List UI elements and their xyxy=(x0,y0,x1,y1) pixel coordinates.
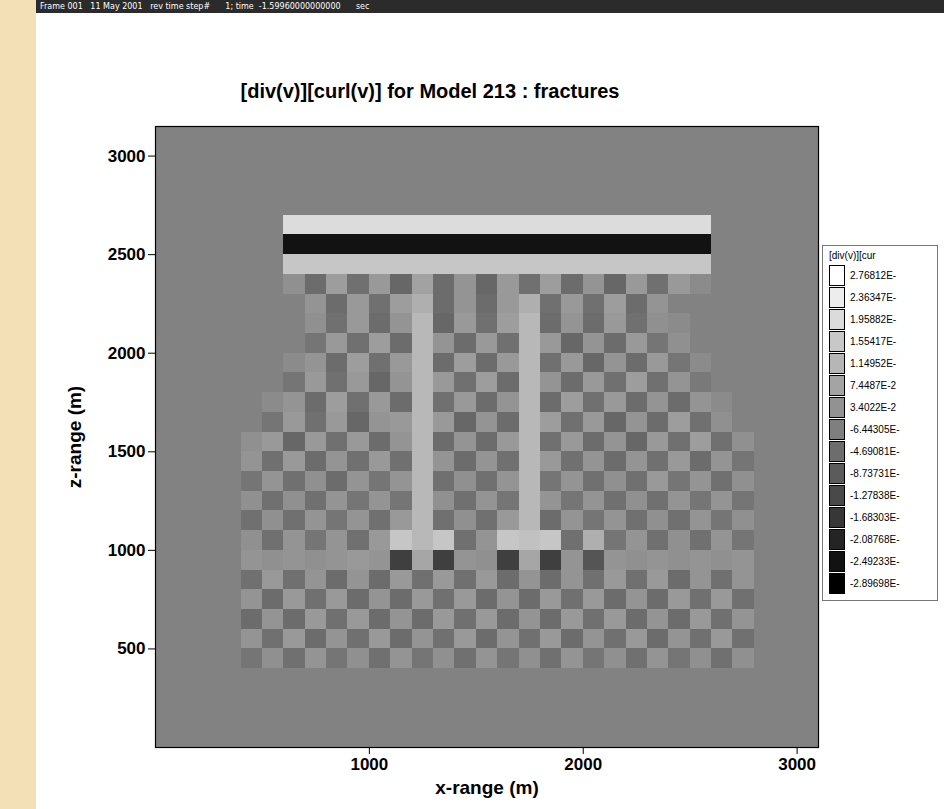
html-text:-1.68303E-: -1.68303E- xyxy=(850,511,900,523)
html-text:-2.89698E-: -2.89698E- xyxy=(850,577,900,589)
html-text:-2.08768E-: -2.08768E- xyxy=(850,533,900,545)
html-text:-4.69081E-: -4.69081E- xyxy=(850,445,900,457)
html-text:[div(v)][cur: [div(v)][cur xyxy=(829,250,876,261)
html-text:1.55417E-: 1.55417E- xyxy=(850,335,897,347)
svg-text:2000: 2000 xyxy=(564,755,602,774)
html-text:Frame 001 11 May 2001 rev time: Frame 001 11 May 2001 rev time step# 1; … xyxy=(40,2,370,11)
svg-text:1500: 1500 xyxy=(108,442,146,461)
html-text:7.4487E-2: 7.4487E-2 xyxy=(850,379,897,391)
html-text:-6.44305E-: -6.44305E- xyxy=(850,423,900,435)
svg-text:2500: 2500 xyxy=(108,245,146,264)
svg-text:1000: 1000 xyxy=(108,541,146,560)
html-text:-1.27838E-: -1.27838E- xyxy=(850,489,900,501)
html-text:-2.49233E-: -2.49233E- xyxy=(850,555,900,567)
html-text:1.95882E-: 1.95882E- xyxy=(850,313,897,325)
svg-text:3000: 3000 xyxy=(108,147,146,166)
html-text:2.76812E-: 2.76812E- xyxy=(850,269,897,281)
svg-text:1000: 1000 xyxy=(350,755,388,774)
html-text:1.14952E-: 1.14952E- xyxy=(850,357,897,369)
html-text:3.4022E-2: 3.4022E-2 xyxy=(850,401,897,413)
html-text:[div(v)][curl(v)] for Model 21: [div(v)][curl(v)] for Model 213 : fractu… xyxy=(240,80,620,102)
svg-text:500: 500 xyxy=(117,639,145,658)
svg-text:2000: 2000 xyxy=(108,344,146,363)
svg-text:z-range (m): z-range (m) xyxy=(64,386,85,488)
svg-text:3000: 3000 xyxy=(778,755,816,774)
html-text:-8.73731E-: -8.73731E- xyxy=(850,467,900,479)
svg-text:x-range (m): x-range (m) xyxy=(435,777,538,798)
html-text:2.36347E-: 2.36347E- xyxy=(850,291,897,303)
